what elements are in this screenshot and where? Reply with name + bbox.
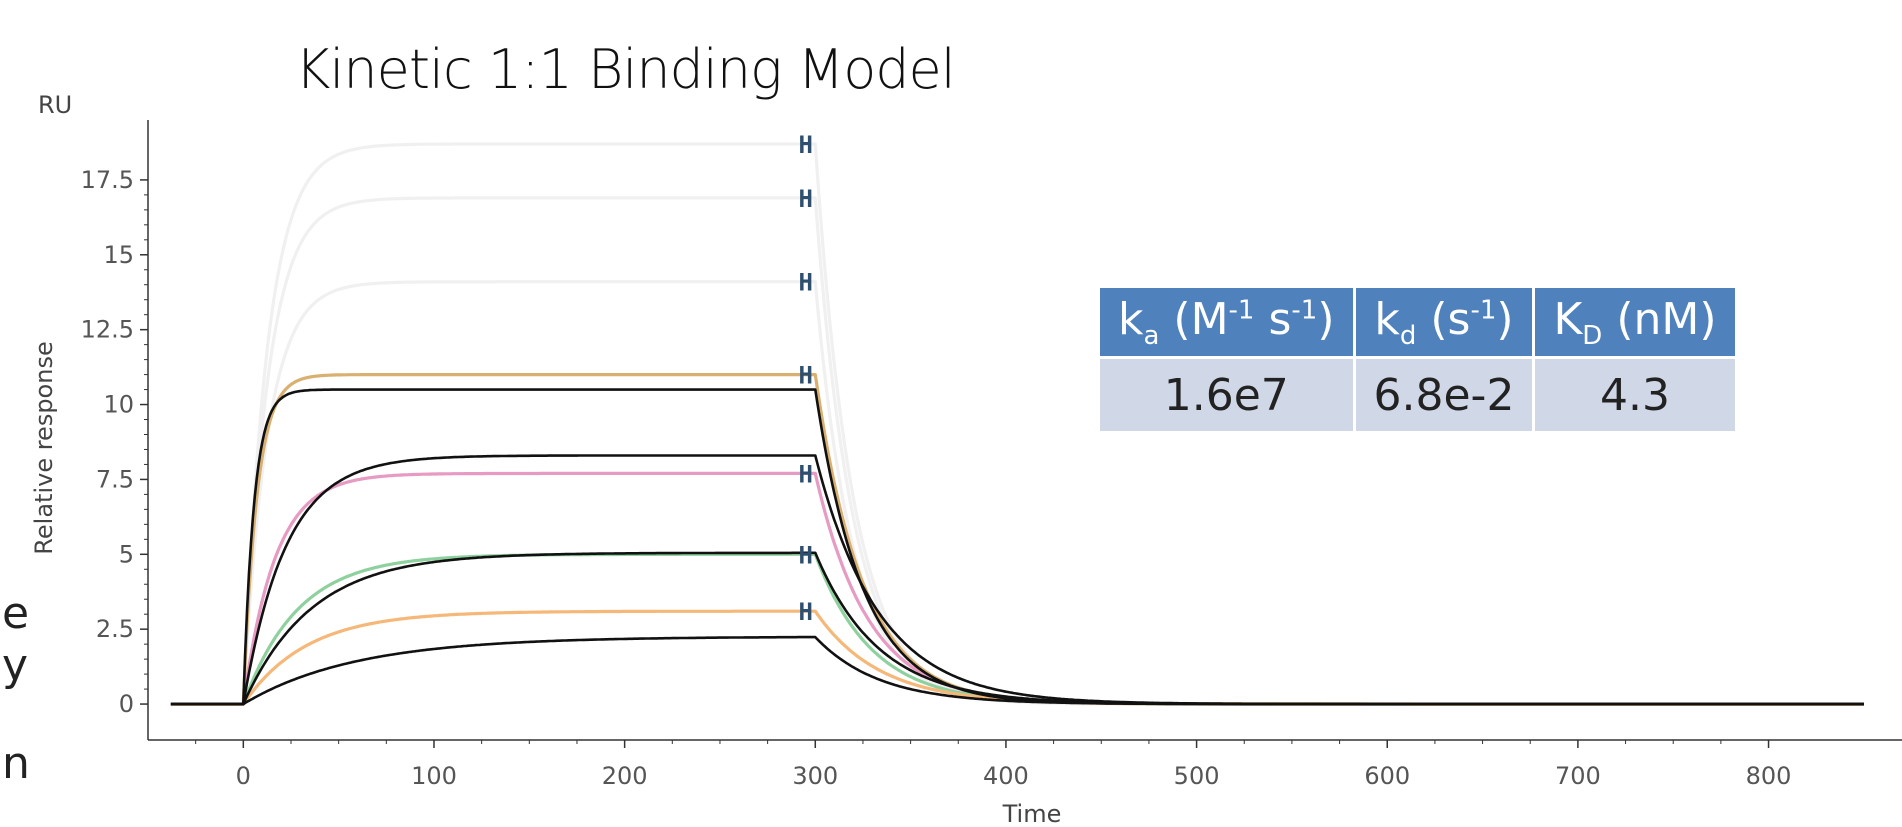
y-axis-title: Relative response xyxy=(30,341,58,554)
series-6-fit xyxy=(170,454,1864,706)
series-1-measured xyxy=(170,196,1864,706)
value-kd: 6.8e-2 xyxy=(1355,359,1533,431)
x-axis-title: Time xyxy=(1002,800,1062,827)
kinetics-header-row: ka (M-1 s-1) kd (s-1) KD (nM) xyxy=(1100,288,1735,356)
header-ka: ka (M-1 s-1) xyxy=(1100,288,1353,356)
series-8-fit xyxy=(170,551,1864,706)
x-tick-label-2: 200 xyxy=(602,762,648,790)
x-tick-label-5: 500 xyxy=(1174,762,1220,790)
y-tick-label-3: 7.5 xyxy=(96,465,134,493)
x-tick-label-0: 0 xyxy=(236,762,251,790)
series-7-measured xyxy=(170,552,1864,706)
series-5-measured xyxy=(170,471,1864,706)
marker-1: H xyxy=(799,185,813,213)
kinetics-value-row: 1.6e7 6.8e-2 4.3 xyxy=(1100,359,1735,431)
y-unit-label: RU xyxy=(38,91,72,119)
header-KD: KD (nM) xyxy=(1535,288,1735,356)
marker-6: H xyxy=(799,598,813,626)
x-tick-label-8: 800 xyxy=(1746,762,1792,790)
marker-2: H xyxy=(799,269,813,297)
header-kd: kd (s-1) xyxy=(1355,288,1533,356)
y-tick-label-0: 0 xyxy=(119,690,134,718)
value-KD: 4.3 xyxy=(1535,359,1735,431)
edge-glyph-3: n xyxy=(2,738,30,789)
edge-glyph-1: e xyxy=(2,588,30,639)
x-tick-label-3: 300 xyxy=(792,762,838,790)
x-tick-label-7: 700 xyxy=(1555,762,1601,790)
y-tick-label-6: 15 xyxy=(103,241,134,269)
value-ka: 1.6e7 xyxy=(1100,359,1353,431)
y-tick-label-4: 10 xyxy=(103,391,134,419)
marker-4: H xyxy=(799,460,813,488)
x-tick-label-1: 100 xyxy=(411,762,457,790)
y-tick-label-2: 5 xyxy=(119,540,134,568)
series-layer xyxy=(170,142,1864,706)
y-tick-label-7: 17.5 xyxy=(81,166,134,194)
axes: 0 2.5 5 7.5 10 12.5 15 17.5 0 100 200 300 400 500 600 7… xyxy=(81,120,1902,790)
y-tick-label-5: 12.5 xyxy=(81,316,134,344)
marker-3: H xyxy=(799,362,813,390)
x-tick-label-6: 600 xyxy=(1364,762,1410,790)
series-10-fit xyxy=(170,635,1864,706)
series-4-fit xyxy=(170,388,1864,706)
series-9-measured xyxy=(170,609,1864,706)
y-tick-label-1: 2.5 xyxy=(96,615,134,643)
chart-title: Kinetic 1:1 Binding Model xyxy=(295,38,956,101)
x-tick-label-4: 400 xyxy=(983,762,1029,790)
marker-0: H xyxy=(799,131,813,159)
kinetics-table: ka (M-1 s-1) kd (s-1) KD (nM) 1.6e7 6.8e… xyxy=(1097,285,1738,434)
edge-glyph-2: y xyxy=(2,640,29,691)
marker-5: H xyxy=(799,541,813,569)
